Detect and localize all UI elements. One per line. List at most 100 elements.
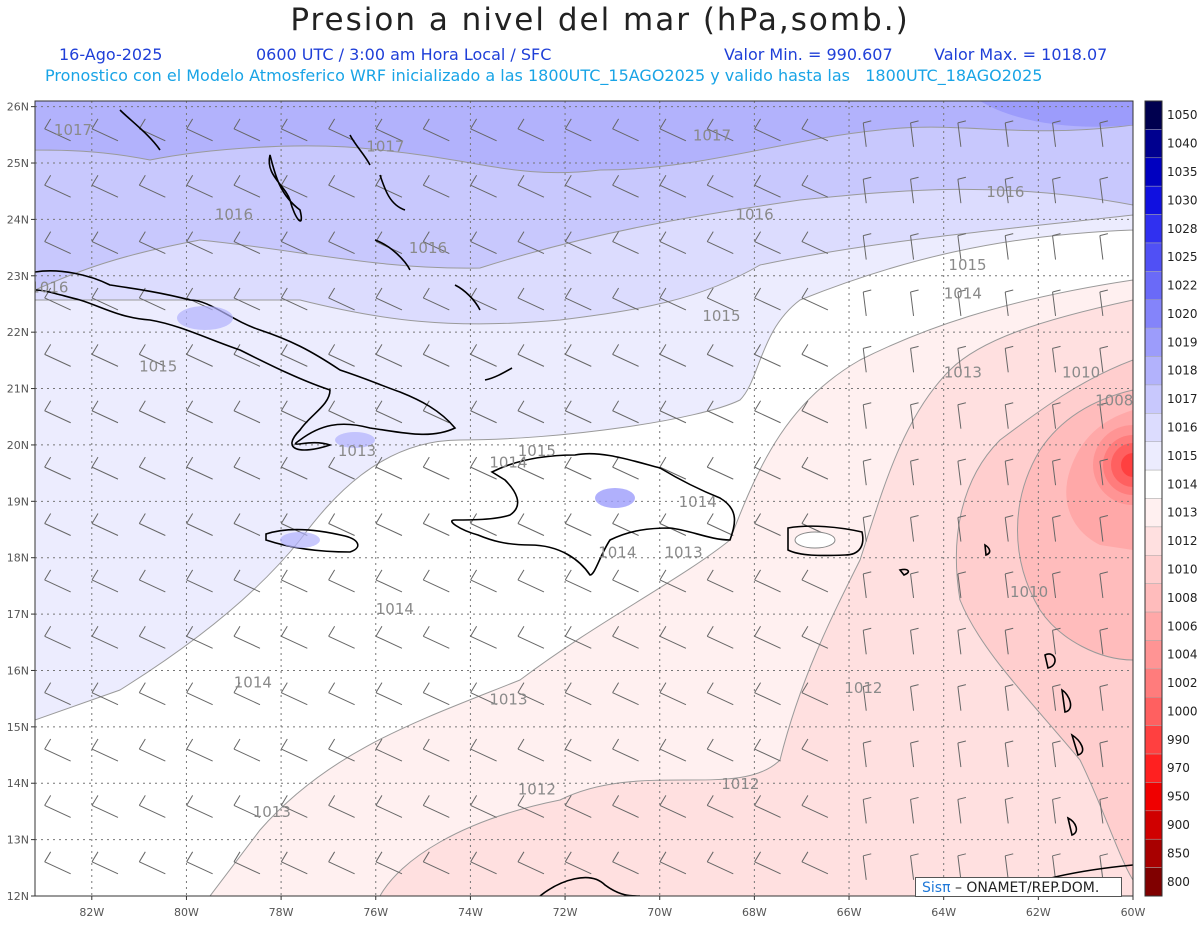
legend-label: 1017 [1167, 392, 1198, 406]
wind-barb [233, 682, 261, 706]
wind-barb [422, 456, 450, 480]
wind-barb [470, 569, 497, 593]
wind-barb [612, 626, 639, 649]
wind-barb [1052, 796, 1061, 824]
wind-barb [862, 796, 872, 824]
wind-barb [91, 626, 119, 649]
legend-swatch [1144, 299, 1163, 329]
wind-barb [957, 233, 967, 260]
wind-barb [233, 851, 261, 875]
chart-title: Presion a nivel del mar (hPa,somb.) [290, 2, 910, 38]
pressure-legend: 1050 1040 1035 1030 1028 1025 1022 1020 1019 1018… [1144, 100, 1198, 897]
wind-barb [138, 851, 166, 875]
wind-barb [470, 456, 497, 480]
legend-swatch [1144, 555, 1163, 584]
wind-barb [1099, 458, 1108, 486]
wind-barb [422, 795, 450, 818]
wind-barb [612, 569, 639, 593]
wind-barb [375, 400, 403, 424]
wind-barb [375, 738, 403, 762]
wind-barb [138, 795, 166, 818]
legend-label: 900 [1167, 818, 1190, 832]
wind-barb [44, 626, 71, 649]
wind-barb [862, 233, 872, 260]
wind-barb [1004, 796, 1014, 824]
wind-barb [1099, 796, 1108, 824]
wind-barb [422, 569, 450, 593]
wind-barb [862, 402, 872, 429]
wind-barb [186, 626, 213, 649]
wind-barb [44, 174, 71, 198]
sis-logo: Sisπ [922, 880, 951, 896]
legend-label: 1008 [1167, 591, 1198, 605]
wind-barb [1004, 627, 1014, 655]
wind-barb [44, 344, 71, 367]
wind-barb [280, 118, 308, 142]
wind-barb [612, 738, 639, 762]
wind-barb [706, 795, 734, 818]
legend-label: 1020 [1167, 307, 1198, 321]
wind-barb [801, 626, 829, 649]
lon-tick-label: 72W [553, 906, 578, 919]
contour-label: 1012 [518, 781, 556, 799]
wind-barb [233, 738, 261, 762]
contour-label: 1016 [735, 205, 773, 223]
wind-barb [375, 626, 403, 649]
wind-barb [138, 174, 166, 198]
wind-barb [1052, 571, 1061, 598]
wind-barb [1052, 402, 1061, 429]
wind-barb [957, 289, 967, 317]
wind-barb [186, 795, 213, 818]
contour-label: 1015 [518, 442, 556, 460]
lat-tick-label: 21N [7, 383, 29, 396]
wind-barb [659, 287, 687, 311]
wind-barb [328, 456, 355, 480]
wind-barb [564, 626, 592, 649]
wind-barb [957, 345, 967, 373]
wind-barb [564, 513, 592, 536]
wind-barb [470, 287, 497, 311]
wind-barb [517, 682, 545, 706]
wind-barb [564, 400, 592, 424]
wind-barb [754, 287, 781, 311]
wind-barb [138, 569, 166, 593]
wind-barb [1099, 345, 1108, 373]
wind-barb [517, 174, 545, 198]
wind-barb [422, 231, 450, 255]
wind-barb [754, 626, 781, 649]
legend-label: 1014 [1167, 477, 1198, 491]
wind-barb [1052, 515, 1061, 542]
legend-swatch [1144, 441, 1163, 471]
wind-barb [138, 682, 166, 706]
wind-barb [706, 400, 734, 424]
lon-tick-label: 68W [742, 906, 767, 919]
wind-barb [186, 400, 213, 424]
wind-barb [612, 400, 639, 424]
contour-label: 1016 [986, 183, 1024, 201]
wind-barb [754, 569, 781, 593]
wind-barb [280, 344, 308, 367]
legend-swatch [1144, 271, 1163, 301]
wind-barb [910, 233, 919, 260]
legend-swatch [1144, 214, 1163, 244]
lat-tick-label: 17N [7, 608, 29, 621]
wind-barb [706, 513, 734, 536]
legend-swatch [1144, 242, 1163, 272]
wind-barb [801, 456, 829, 480]
wind-barb [862, 853, 872, 880]
wind-barb [517, 344, 545, 367]
wind-barb [1052, 120, 1061, 147]
wind-barb [375, 287, 403, 311]
legend-label: 1022 [1167, 279, 1198, 293]
wind-barb [422, 174, 450, 198]
wind-barb [801, 231, 829, 255]
wind-barb [517, 738, 545, 762]
wind-barb [957, 796, 967, 824]
legend-swatch [1144, 810, 1163, 840]
wind-barb [375, 851, 403, 875]
legend-swatch [1144, 327, 1163, 357]
contour-label: 1008 [1095, 391, 1133, 409]
wind-barb [517, 795, 545, 818]
wind-barb [910, 796, 919, 824]
